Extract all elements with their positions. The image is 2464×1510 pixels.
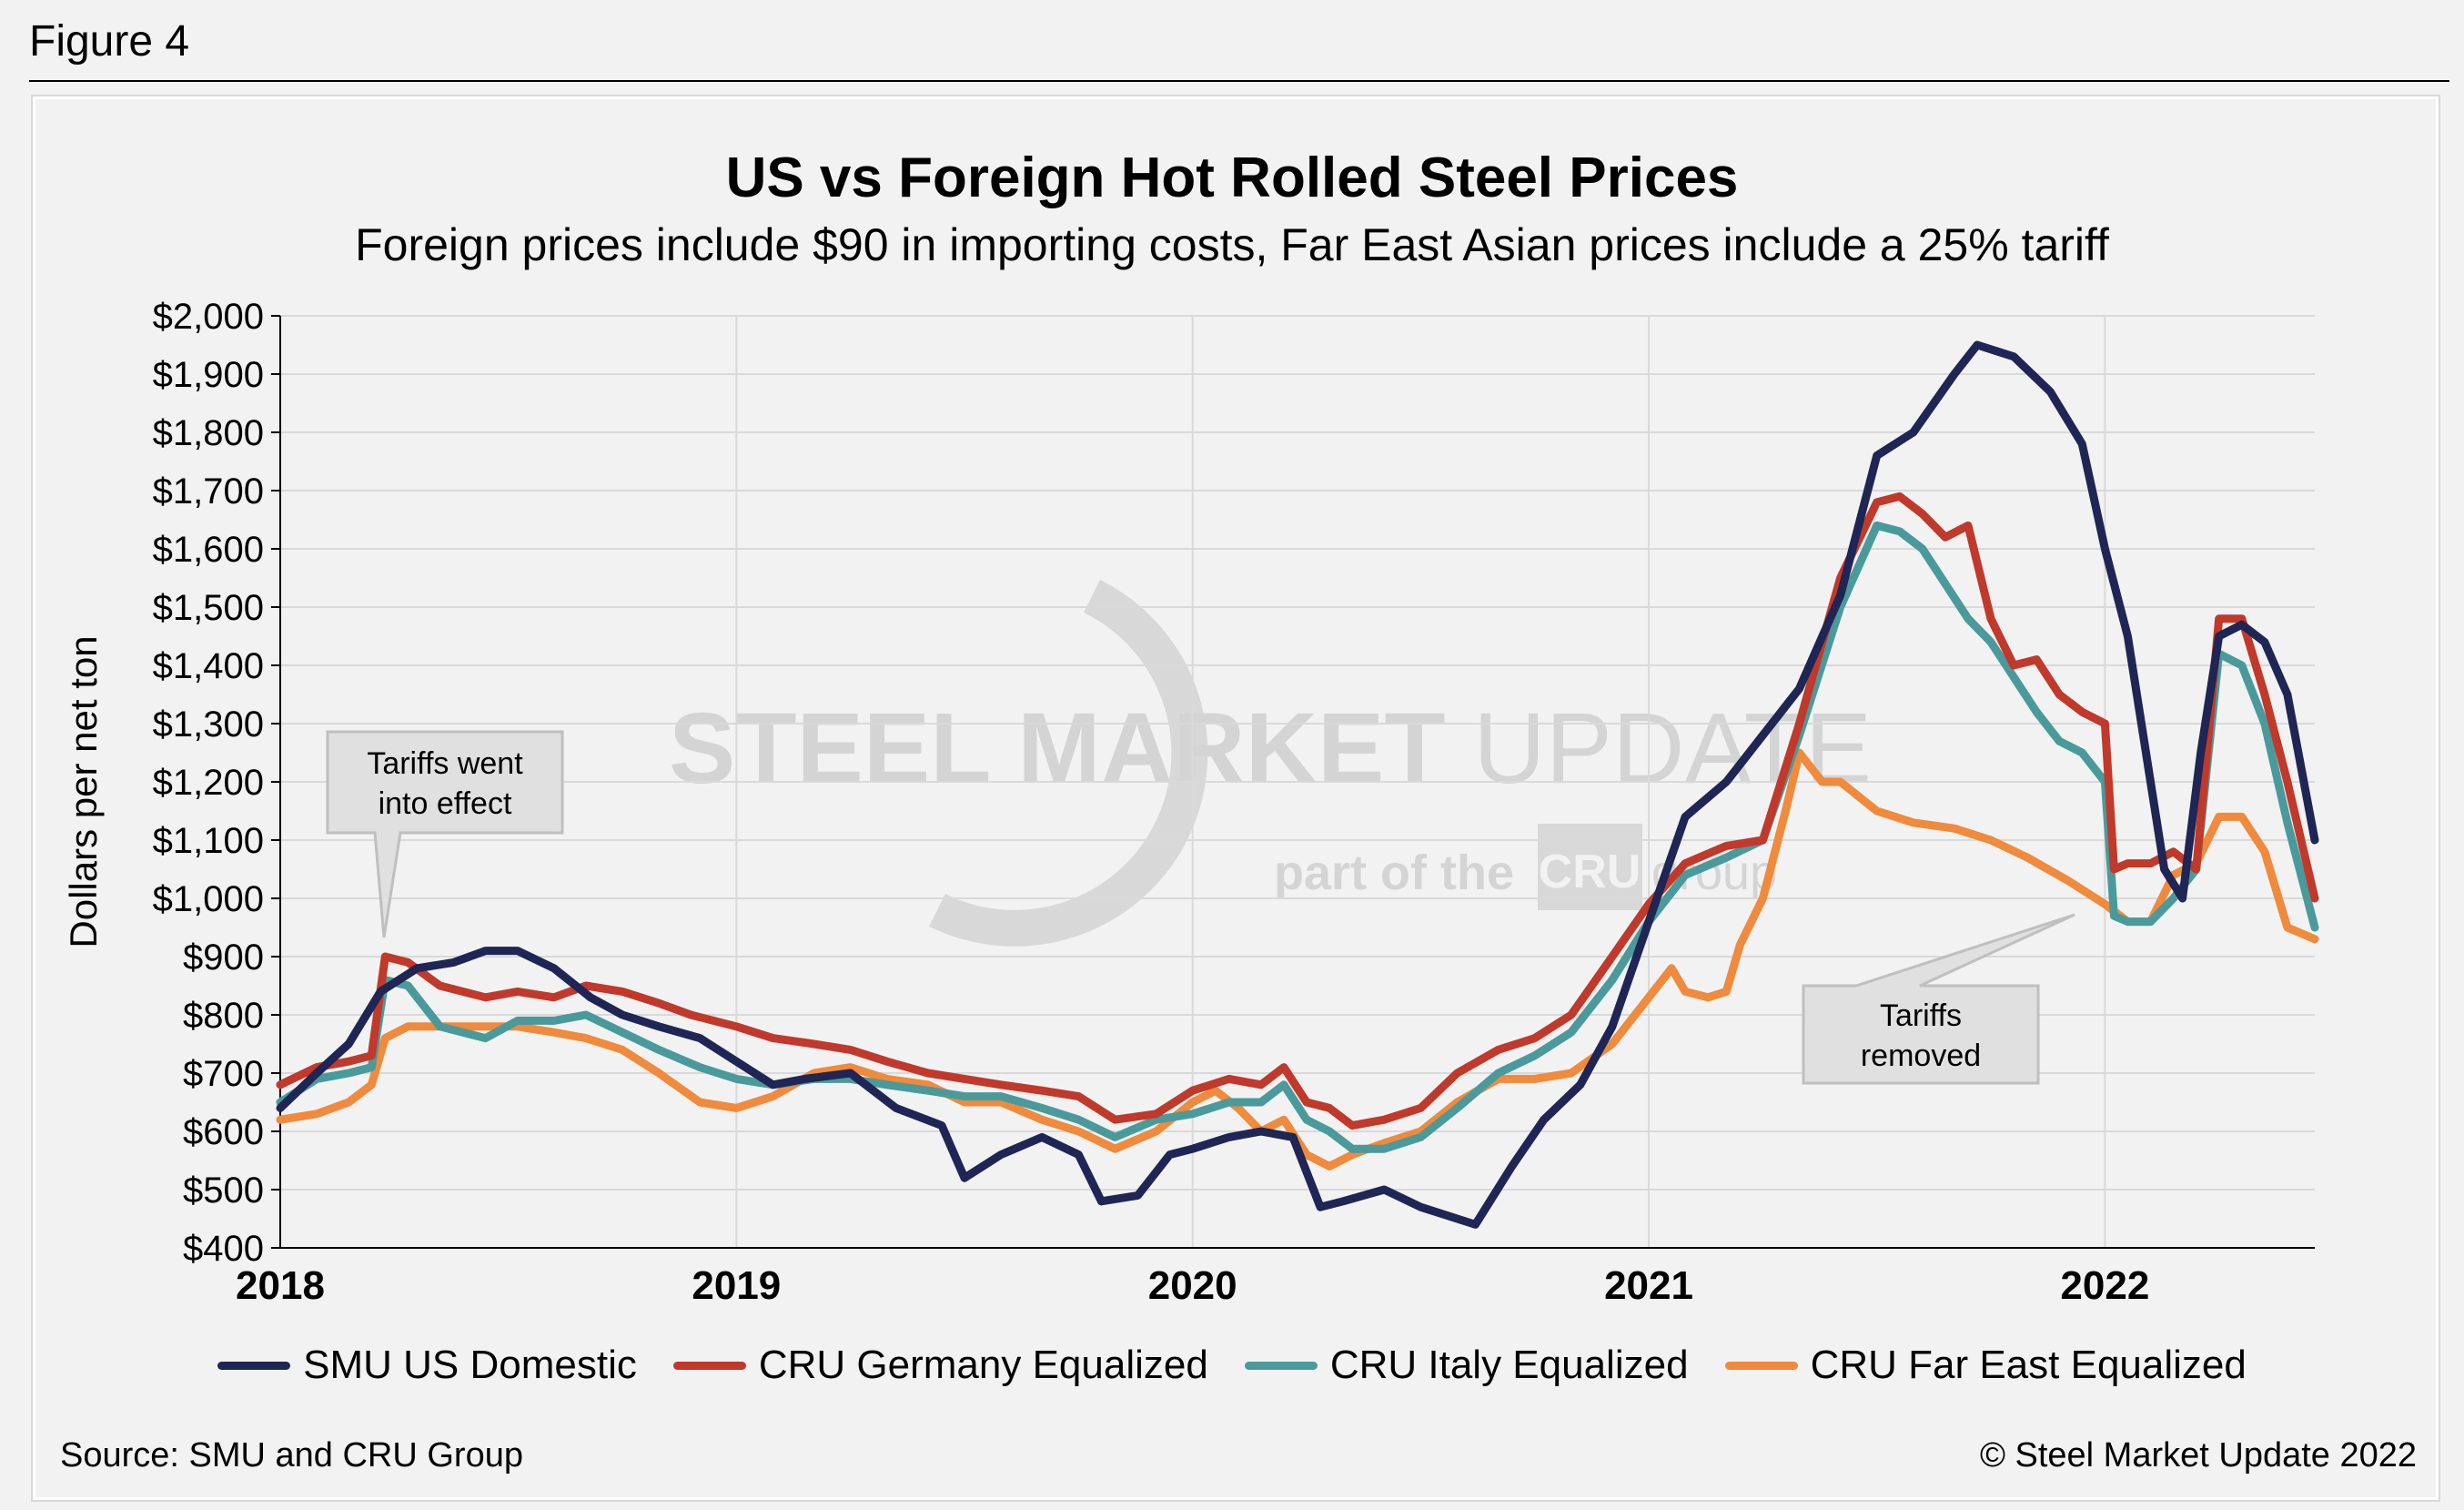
svg-text:STEEL MARKET UPDATE: STEEL MARKET UPDATE [669, 693, 1872, 805]
y-tick-label: $1,300 [153, 704, 264, 745]
annotation-label: removed [1861, 1039, 1981, 1073]
watermark-text-light: UPDATE [1473, 693, 1872, 805]
watermark-logo: CRU [1539, 846, 1641, 898]
y-tick-label: $2,000 [153, 297, 264, 337]
y-tick-label: $1,200 [153, 763, 264, 803]
legend-swatch [1724, 1361, 1798, 1370]
watermark-subtext: part of the [1274, 846, 1514, 900]
annotation-callout-box [326, 730, 564, 938]
figure-divider [29, 80, 2449, 82]
series-line-cru-italy [276, 521, 2319, 1153]
y-tick-label: $400 [183, 1229, 264, 1269]
x-tick-label: 2018 [236, 1263, 325, 1308]
y-tick-label: $500 [183, 1171, 264, 1211]
legend-item-smu: SMU US Domestic [217, 1343, 637, 1388]
legend-item-italy: CRU Italy Equalized [1244, 1343, 1689, 1388]
y-tick-label: $1,400 [153, 646, 264, 686]
y-tick-label: $600 [183, 1112, 264, 1152]
legend: SMU US Domestic CRU Germany Equalized CR… [0, 1343, 2464, 1388]
x-tick-label: 2022 [2060, 1263, 2149, 1308]
annotation-label: into effect [379, 786, 512, 821]
annotation-label: Tariffs [1880, 998, 1962, 1033]
y-tick-label: $700 [183, 1054, 264, 1094]
legend-swatch [672, 1361, 746, 1370]
legend-swatch [1244, 1361, 1318, 1370]
y-tick-label: $900 [183, 937, 264, 978]
legend-item-germany: CRU Germany Equalized [672, 1343, 1208, 1388]
annotation-label: Tariffs went [367, 746, 523, 781]
chart-subtitle: Foreign prices include $90 in importing … [355, 219, 2109, 270]
source-note: Source: SMU and CRU Group [60, 1436, 523, 1475]
legend-label: SMU US Domestic [303, 1343, 637, 1387]
chart-title: US vs Foreign Hot Rolled Steel Prices [725, 147, 1739, 209]
legend-label: CRU Germany Equalized [758, 1343, 1208, 1387]
y-tick-label: $1,800 [153, 413, 264, 453]
series-line-smu-us-domestic [276, 340, 2319, 1229]
figure-label: Figure 4 [29, 17, 190, 66]
legend-label: CRU Far East Equalized [1810, 1343, 2247, 1387]
series-line-cru-germany [276, 492, 2319, 1130]
y-tick-label: $1,000 [153, 879, 264, 919]
legend-label: CRU Italy Equalized [1329, 1343, 1689, 1387]
y-tick-label: $1,900 [153, 355, 264, 395]
x-tick-label: 2020 [1148, 1263, 1237, 1308]
x-tick-label: 2021 [1604, 1263, 1693, 1308]
legend-swatch [217, 1361, 291, 1370]
legend-item-fareast: CRU Far East Equalized [1724, 1343, 2247, 1388]
watermark-logo-box [1538, 824, 1642, 910]
watermark: STEEL MARKET UPDATE part of the CRU grou… [669, 580, 1872, 947]
y-tick-label: $1,700 [153, 471, 264, 512]
watermark-text-bold: STEEL MARKET [669, 693, 1446, 805]
annotation-callout-box [1802, 913, 2075, 1085]
y-tick-label: $1,500 [153, 588, 264, 628]
y-tick-label: $1,100 [153, 821, 264, 861]
watermark-arc-icon [929, 580, 1208, 947]
copyright-note: © Steel Market Update 2022 [1979, 1436, 2417, 1475]
x-tick-label: 2019 [692, 1263, 781, 1308]
y-tick-label: $800 [183, 996, 264, 1036]
y-tick-label: $1,600 [153, 530, 264, 570]
